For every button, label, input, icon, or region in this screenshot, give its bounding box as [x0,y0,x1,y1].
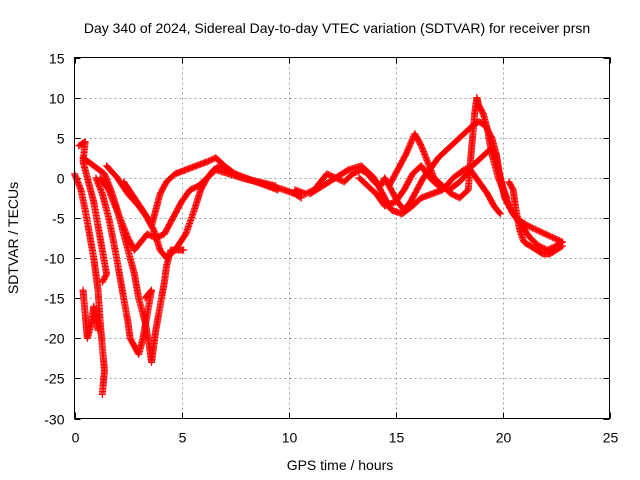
chart-title: Day 340 of 2024, Sidereal Day-to-day VTE… [84,20,590,36]
grid-lines [74,57,610,419]
data-point [94,326,102,334]
data-point [557,243,565,251]
series-track-1 [71,170,108,398]
y-tick-label: 15 [49,51,65,67]
x-tick-label: 15 [389,430,405,446]
y-tick-label: 10 [49,91,65,107]
y-tick-label: 0 [57,171,65,187]
x-tick-label: 0 [72,430,80,446]
data-point [99,277,107,285]
data-point [558,242,566,250]
x-tick-label: 10 [282,430,298,446]
y-tick-label: -30 [44,412,64,428]
data-point [274,186,282,194]
data-point [141,294,149,302]
y-axis-label: SDTVAR / TECUs [5,182,21,294]
x-tick-label: 25 [603,430,619,446]
y-tick-label: -15 [44,291,64,307]
data-point [98,278,106,286]
y-tick-label: -5 [52,211,65,227]
series-track-5 [92,174,156,358]
series-track-11 [355,162,504,218]
series-track-12 [385,94,566,246]
x-tick-label: 5 [179,430,187,446]
data-point [98,390,106,398]
series-track-8 [120,166,280,262]
data-point [496,210,504,218]
y-tick-label: -25 [44,371,64,387]
series-track-6 [96,162,305,254]
x-axis-label: GPS time / hours [287,457,394,473]
data-point [180,246,188,254]
plot-frame [74,57,610,419]
data-points [71,94,566,398]
y-tick-label: 5 [57,131,65,147]
y-tick-label: -10 [44,251,64,267]
series-track-13 [505,178,566,258]
data-point [142,293,150,301]
y-tick-label: -20 [44,331,64,347]
x-tick-label: 20 [496,430,512,446]
series-track-3 [79,286,102,342]
axis-ticks: -30 -25 -20 -15 -10 -5 0 5 10 15 0 5 10 15 20 25 [44,51,618,446]
data-point [272,182,280,190]
data-point [495,209,503,217]
